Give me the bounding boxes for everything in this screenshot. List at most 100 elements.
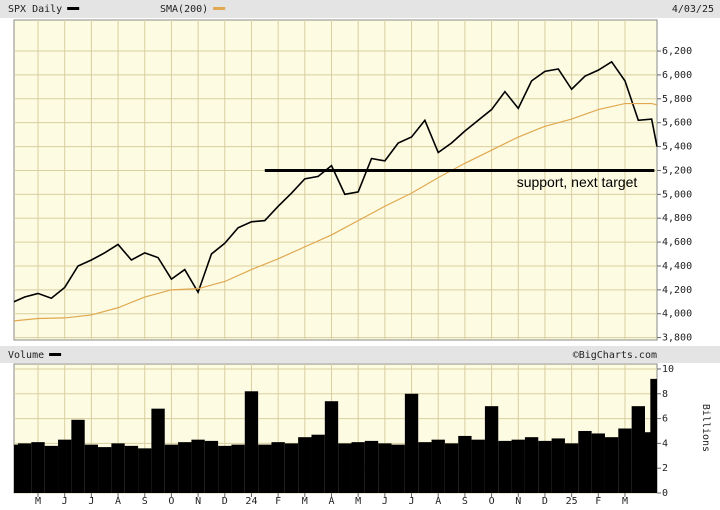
volume-bar [258, 444, 272, 493]
volume-bar [44, 445, 59, 493]
volume-bar [351, 442, 365, 493]
volume-bar [538, 440, 552, 493]
x-tick-label: N [195, 496, 201, 507]
y-tick-label: 4,200 [662, 285, 692, 296]
y-tick-label: 5,200 [662, 165, 692, 176]
volume-bar [444, 443, 459, 493]
y-tick-label: 10 [662, 364, 674, 375]
price-line [13, 60, 658, 303]
volume-bar [298, 437, 312, 493]
volume-bar [204, 440, 219, 493]
y-tick-label: 2 [662, 463, 668, 474]
y-tick-label: 4,000 [662, 309, 692, 320]
volume-bar [191, 439, 205, 493]
volume-bar [324, 401, 339, 493]
volume-bar [604, 437, 619, 493]
legend-swatch [213, 7, 226, 10]
y-tick-label: 8 [662, 389, 668, 400]
volume-bar [578, 430, 592, 493]
volume-bar [71, 419, 85, 493]
source: ©BigCharts.com [573, 350, 657, 361]
volume-bar [244, 391, 259, 493]
price-header [0, 0, 720, 18]
price-plot [13, 19, 658, 341]
legend-swatch [67, 7, 80, 10]
volume-bar [564, 443, 579, 493]
x-tick-label: M [35, 496, 41, 507]
y-tick-label: 3,800 [662, 333, 692, 344]
volume-title: Volume [8, 350, 44, 361]
x-tick-label: O [168, 496, 174, 507]
volume-bar [18, 443, 32, 493]
volume-bar [524, 437, 539, 493]
volume-bar [404, 393, 419, 493]
x-tick-label: D [222, 496, 228, 507]
volume-bar [84, 444, 99, 493]
x-tick-label: J [88, 496, 94, 507]
volume-bar [284, 443, 299, 493]
y-tick-label: 5,600 [662, 118, 692, 129]
x-tick-label: J [382, 496, 388, 507]
chart-date: 4/03/25 [672, 4, 714, 15]
annotation: support, next target [517, 174, 638, 190]
y-tick-label: 4,400 [662, 261, 692, 272]
volume-bar [14, 444, 21, 493]
volume-bar [338, 443, 352, 493]
volume-bar [31, 442, 45, 493]
volume-bar [311, 434, 325, 493]
volume-bar [164, 444, 179, 493]
volume-bar [484, 406, 499, 493]
y-tick-label: 0 [662, 488, 668, 499]
x-tick-label: F [595, 496, 601, 507]
legend-swatch [49, 353, 62, 356]
volume-bar [98, 447, 112, 493]
volume-bar [551, 438, 565, 493]
y-tick-label: 6,200 [662, 46, 692, 57]
x-tick-label: J [62, 496, 68, 507]
x-tick-label: 25 [566, 496, 578, 507]
price-line [13, 102, 658, 322]
y-tick-label: 4,600 [662, 237, 692, 248]
volume-bar [650, 378, 657, 493]
x-tick-label: A [115, 496, 121, 507]
volume-bar [618, 428, 632, 493]
x-tick-label: O [489, 496, 495, 507]
volume-bar [498, 440, 512, 493]
volume-bar [431, 439, 445, 493]
y-tick-label: 5,400 [662, 142, 692, 153]
volume-bar [391, 444, 405, 493]
volume-bar [631, 406, 645, 493]
volume-bar [591, 433, 605, 493]
volume-bar [364, 440, 379, 493]
y-tick-label: 4 [662, 438, 668, 449]
plot-layer: 3,800 4,000 4,200 4,400 4,600 4,800 5,000 5,200… [13, 20, 692, 344]
x-tick-label: S [462, 496, 468, 507]
volume-bar [151, 408, 165, 493]
volume-bar [271, 442, 285, 493]
legend-label: SPX Daily [8, 4, 62, 15]
volume-bar [471, 439, 485, 493]
legend-label: SMA(200) [160, 4, 208, 15]
volume-bar [178, 442, 192, 493]
volume-bar [138, 448, 152, 493]
volume-bar [124, 445, 139, 493]
x-tick-label: D [542, 496, 548, 507]
x-tick-label: 24 [245, 496, 257, 507]
y-tick-label: 4,800 [662, 213, 692, 224]
x-tick-label: F [275, 496, 281, 507]
volume-bar [58, 439, 72, 493]
volume-bar [378, 443, 392, 493]
volume-header [0, 346, 720, 363]
y-tick-label: 6,000 [662, 70, 692, 81]
volume-bar [111, 443, 125, 493]
volume-bar [218, 445, 232, 493]
y-tick-label: 6 [662, 414, 668, 425]
x-tick-label: M [302, 496, 308, 507]
volume-bar [511, 439, 525, 493]
y-axis-label: Billions [700, 404, 711, 452]
volume-bar [418, 442, 432, 493]
x-tick-label: N [515, 496, 521, 507]
x-tick-label: A [435, 496, 441, 507]
